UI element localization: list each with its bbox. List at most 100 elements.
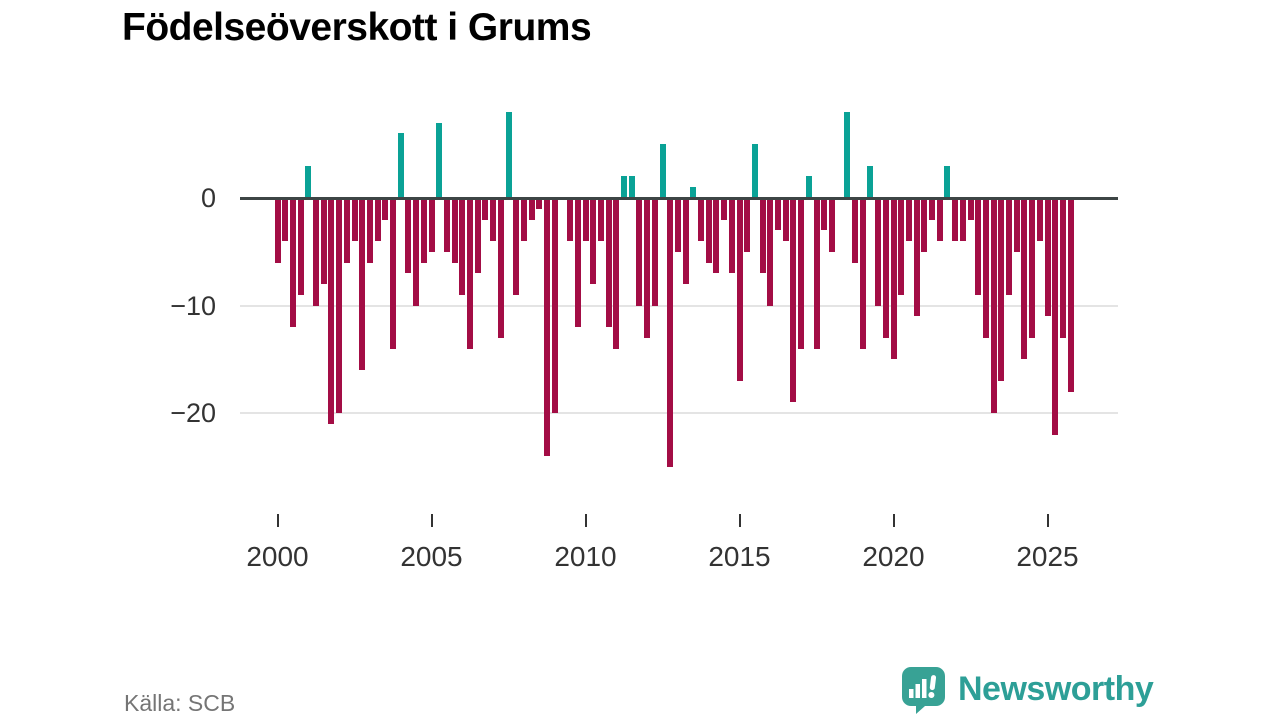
bar-2003-q1 bbox=[366, 198, 373, 263]
bar-2005-q2 bbox=[436, 122, 443, 198]
bar-2021-q1 bbox=[921, 198, 928, 252]
bar-2017-q3 bbox=[813, 198, 820, 349]
newsworthy-logo: Newsworthy bbox=[898, 664, 1154, 714]
bar-2010-q1 bbox=[582, 198, 589, 242]
bar-2025-q4 bbox=[1067, 198, 1074, 392]
bar-2012-q1 bbox=[644, 198, 651, 338]
bar-2004-q1 bbox=[397, 133, 404, 198]
bar-2007-q2 bbox=[497, 198, 504, 338]
bar-2025-q3 bbox=[1059, 198, 1066, 338]
bar-2002-q1 bbox=[336, 198, 343, 414]
bar-2005-q3 bbox=[443, 198, 450, 252]
x-axis-tick bbox=[430, 514, 433, 527]
bar-2016-q1 bbox=[767, 198, 774, 306]
bar-2016-q4 bbox=[790, 198, 797, 403]
x-axis-tick bbox=[584, 514, 587, 527]
bar-2008-q1 bbox=[520, 198, 527, 242]
bar-2020-q2 bbox=[898, 198, 905, 295]
x-axis-tick bbox=[1046, 514, 1049, 527]
bar-2022-q4 bbox=[975, 198, 982, 295]
bar-2001-q3 bbox=[320, 198, 327, 285]
bar-2022-q1 bbox=[952, 198, 959, 242]
gridline bbox=[240, 304, 1118, 307]
x-axis-tick bbox=[738, 514, 741, 527]
x-axis-label: 2000 bbox=[246, 541, 309, 572]
bar-2002-q3 bbox=[351, 198, 358, 242]
bar-2019-q2 bbox=[867, 165, 874, 198]
bar-2019-q4 bbox=[882, 198, 889, 338]
bar-2020-q4 bbox=[913, 198, 920, 317]
bar-2006-q4 bbox=[482, 198, 489, 220]
bar-2002-q4 bbox=[359, 198, 366, 371]
bar-2009-q3 bbox=[567, 198, 574, 242]
zero-axis-line bbox=[240, 196, 1118, 200]
bar-2018-q3 bbox=[844, 111, 851, 198]
bar-2020-q1 bbox=[890, 198, 897, 360]
chart-title: Födelseöverskott i Grums bbox=[122, 6, 592, 49]
bar-2003-q4 bbox=[390, 198, 396, 349]
bar-2021-q3 bbox=[936, 198, 943, 242]
bar-2000-q3 bbox=[289, 198, 296, 328]
bar-2025-q1 bbox=[1044, 198, 1051, 317]
bar-2023-q1 bbox=[982, 198, 989, 338]
bar-2015-q2 bbox=[744, 198, 751, 252]
bar-2003-q3 bbox=[382, 198, 389, 220]
bar-2007-q1 bbox=[490, 198, 497, 242]
bar-2016-q2 bbox=[775, 198, 781, 231]
x-axis-label: 2015 bbox=[708, 541, 771, 572]
bar-2006-q1 bbox=[459, 198, 466, 295]
bar-2005-q4 bbox=[451, 198, 458, 263]
bar-2012-q4 bbox=[667, 198, 674, 467]
bar-2001-q4 bbox=[328, 198, 335, 424]
bar-2011-q1 bbox=[613, 198, 620, 349]
bar-2006-q2 bbox=[467, 198, 473, 349]
bar-2007-q3 bbox=[505, 111, 512, 198]
bar-2019-q3 bbox=[875, 198, 882, 306]
bar-2013-q4 bbox=[698, 198, 704, 242]
bar-2017-q1 bbox=[798, 198, 805, 349]
bar-2014-q3 bbox=[721, 198, 728, 220]
bar-2017-q2 bbox=[805, 176, 812, 198]
bar-2021-q4 bbox=[944, 165, 951, 198]
bar-2008-q3 bbox=[536, 198, 543, 209]
bar-2014-q4 bbox=[728, 198, 735, 274]
bar-2003-q2 bbox=[374, 198, 381, 242]
bar-2004-q3 bbox=[413, 198, 420, 306]
bar-2017-q4 bbox=[821, 198, 828, 231]
bar-2012-q2 bbox=[651, 198, 658, 306]
bar-2004-q4 bbox=[420, 198, 427, 263]
bar-2009-q1 bbox=[551, 198, 558, 414]
bar-2024-q1 bbox=[1013, 198, 1020, 252]
newsworthy-logo-text: Newsworthy bbox=[958, 669, 1154, 708]
bar-2024-q4 bbox=[1036, 198, 1043, 242]
bar-2018-q4 bbox=[852, 198, 858, 263]
bar-2018-q1 bbox=[828, 198, 835, 252]
y-axis-label: −20 bbox=[170, 398, 216, 429]
bar-2010-q3 bbox=[597, 198, 604, 242]
bar-2015-q4 bbox=[759, 198, 766, 274]
y-axis-label: −10 bbox=[170, 290, 216, 321]
bar-2016-q3 bbox=[782, 198, 789, 242]
bar-2022-q3 bbox=[967, 198, 974, 220]
bar-2020-q3 bbox=[905, 198, 912, 242]
bar-2005-q1 bbox=[428, 198, 435, 252]
bar-2009-q4 bbox=[574, 198, 581, 328]
source-note: Källa: SCB bbox=[124, 690, 236, 716]
bar-2000-q4 bbox=[297, 198, 304, 295]
bar-2023-q4 bbox=[1006, 198, 1012, 295]
bar-2010-q2 bbox=[590, 198, 597, 285]
bar-2000-q1 bbox=[274, 198, 281, 263]
bar-2001-q2 bbox=[313, 198, 319, 306]
bar-2002-q2 bbox=[343, 198, 350, 263]
bar-2004-q2 bbox=[405, 198, 412, 274]
bar-2008-q2 bbox=[528, 198, 535, 220]
bar-2023-q2 bbox=[990, 198, 997, 414]
bar-2014-q2 bbox=[713, 198, 720, 274]
bar-2019-q1 bbox=[859, 198, 866, 349]
x-axis-label: 2010 bbox=[554, 541, 617, 572]
bar-2023-q3 bbox=[998, 198, 1005, 381]
bar-2008-q4 bbox=[544, 198, 550, 457]
bar-2011-q2 bbox=[621, 176, 627, 198]
